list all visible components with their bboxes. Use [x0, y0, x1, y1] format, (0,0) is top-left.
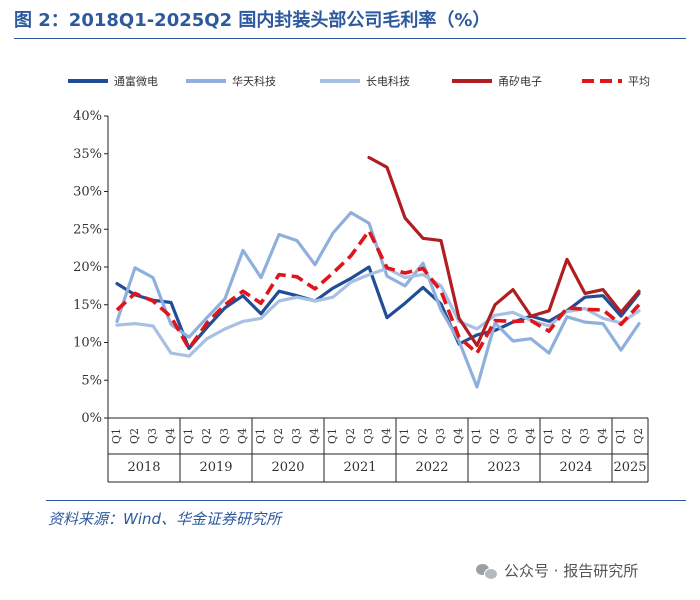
- legend-label: 长电科技: [366, 74, 410, 88]
- quarter-tick-label: Q2: [632, 428, 645, 444]
- y-tick-label: 20%: [73, 260, 102, 275]
- series-line-4: [367, 155, 641, 348]
- chart-series: [115, 155, 641, 389]
- quarter-tick-label: Q1: [110, 428, 123, 444]
- wechat-icon: [476, 562, 498, 580]
- quarter-tick-label: Q2: [200, 428, 213, 444]
- chart-axes: 0% 5% 10% 15% 20% 25% 30% 35% 40% Q1 Q2 Q3 Q4 Q1 Q2 Q3 Q…: [73, 109, 649, 483]
- quarter-tick-label: Q1: [326, 428, 339, 444]
- source-divider: [46, 500, 686, 501]
- year-label: 2019: [199, 460, 232, 475]
- quarter-tick-label: Q1: [470, 428, 483, 444]
- series-line-1: [115, 265, 641, 351]
- quarter-tick-label: Q3: [578, 428, 591, 444]
- quarter-tick-label: Q2: [128, 428, 141, 444]
- quarter-tick-label: Q2: [272, 428, 285, 444]
- y-tick-label: 5%: [81, 373, 102, 388]
- quarter-tick-label: Q4: [596, 428, 609, 444]
- year-label: 2023: [487, 460, 520, 475]
- watermark: 公众号 · 报告研究所: [476, 560, 638, 581]
- year-label: 2025: [613, 460, 646, 475]
- year-label: 2021: [343, 460, 376, 475]
- quarter-tick-label: Q2: [488, 428, 501, 444]
- quarter-tick-label: Q3: [506, 428, 519, 444]
- quarter-tick-label: Q4: [164, 428, 177, 444]
- y-tick-label: 15%: [73, 298, 102, 313]
- legend-label: 通富微电: [114, 74, 158, 88]
- y-tick-label: 30%: [73, 185, 102, 200]
- quarter-tick-label: Q3: [146, 428, 159, 444]
- chart-title: 图 2：2018Q1-2025Q2 国内封装头部公司毛利率（%）: [14, 10, 491, 31]
- source-note: 资料来源：Wind、华金证券研究所: [48, 510, 282, 528]
- quarter-tick-label: Q2: [560, 428, 573, 444]
- y-tick-label: 35%: [73, 147, 102, 162]
- quarter-tick-label: Q1: [182, 428, 195, 444]
- year-label: 2022: [415, 460, 448, 475]
- year-label: 2020: [271, 460, 304, 475]
- quarter-tick-label: Q4: [452, 428, 465, 444]
- quarter-tick-label: Q1: [398, 428, 411, 444]
- legend-label: 华天科技: [232, 74, 276, 88]
- year-label: 2024: [559, 460, 592, 475]
- year-label: 2018: [127, 460, 160, 475]
- quarter-tick-label: Q3: [362, 428, 375, 444]
- series-line-2: [115, 211, 641, 389]
- series-line-5: [115, 229, 641, 355]
- quarter-tick-label: Q1: [542, 428, 555, 444]
- quarter-tick-label: Q4: [524, 428, 537, 444]
- quarter-tick-label: Q2: [344, 428, 357, 444]
- y-tick-label: 10%: [73, 336, 102, 351]
- quarter-tick-label: Q4: [308, 428, 321, 444]
- legend-label: 甬矽电子: [498, 74, 542, 88]
- quarter-tick-label: Q1: [254, 428, 267, 444]
- quarter-tick-label: Q3: [434, 428, 447, 444]
- quarter-tick-label: Q2: [416, 428, 429, 444]
- y-tick-label: 25%: [73, 222, 102, 237]
- quarter-tick-label: Q4: [236, 428, 249, 444]
- series-line-3: [115, 266, 641, 358]
- title-divider: [14, 38, 686, 39]
- watermark-text: 公众号 · 报告研究所: [504, 562, 639, 580]
- chart-legend: 通富微电 华天科技 长电科技 甬矽电子 平均: [68, 74, 650, 88]
- quarter-tick-label: Q3: [290, 428, 303, 444]
- quarter-tick-label: Q4: [380, 428, 393, 444]
- quarter-tick-label: Q3: [218, 428, 231, 444]
- y-tick-label: 40%: [73, 109, 102, 124]
- legend-label: 平均: [628, 75, 650, 88]
- chart-area: 通富微电 华天科技 长电科技 甬矽电子 平均 0% 5% 10% 15% 20% 25% 30% 35…: [68, 74, 650, 483]
- y-tick-label: 0%: [81, 411, 102, 426]
- quarter-tick-label: Q1: [614, 428, 627, 444]
